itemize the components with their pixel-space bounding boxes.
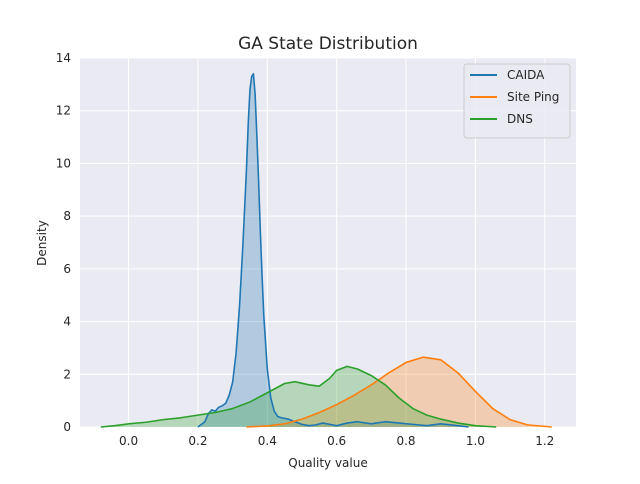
y-tick-label: 12 <box>56 104 71 118</box>
y-tick-label: 6 <box>63 262 71 276</box>
x-tick-label: 1.0 <box>466 434 485 448</box>
legend-label-site-ping: Site Ping <box>507 90 559 104</box>
x-tick-label: 0.8 <box>396 434 415 448</box>
grid-lines <box>80 57 576 428</box>
density-fill-site-ping <box>246 357 552 427</box>
density-fill-caida <box>197 73 469 427</box>
y-tick-labels: 0 2 4 6 8 10 12 14 <box>56 51 71 434</box>
density-line-caida <box>197 73 469 428</box>
legend-label-dns: DNS <box>507 112 533 126</box>
y-tick-label: 10 <box>56 156 71 170</box>
chart-title: GA State Distribution <box>238 34 418 54</box>
y-tick-label: 0 <box>63 420 71 434</box>
legend-label-caida: CAIDA <box>507 68 545 82</box>
density-fills <box>100 73 552 427</box>
density-line-dns <box>100 365 497 428</box>
x-tick-label: 0.0 <box>119 434 138 448</box>
x-tick-label: 0.2 <box>188 434 207 448</box>
x-axis-label: Quality value <box>288 456 367 470</box>
x-tick-labels: 0.0 0.2 0.4 0.6 0.8 1.0 1.2 <box>119 434 554 448</box>
y-tick-label: 2 <box>63 367 71 381</box>
density-line-site-ping <box>246 356 552 428</box>
x-tick-label: 1.2 <box>535 434 554 448</box>
legend: CAIDA Site Ping DNS <box>463 63 571 139</box>
y-tick-label: 4 <box>63 315 71 329</box>
x-tick-label: 0.6 <box>327 434 346 448</box>
y-tick-label: 8 <box>63 209 71 223</box>
density-fill-dns <box>100 366 497 427</box>
y-axis-label: Density <box>35 220 49 266</box>
y-tick-label: 14 <box>56 51 71 65</box>
density-lines <box>100 73 552 428</box>
x-tick-label: 0.4 <box>258 434 277 448</box>
